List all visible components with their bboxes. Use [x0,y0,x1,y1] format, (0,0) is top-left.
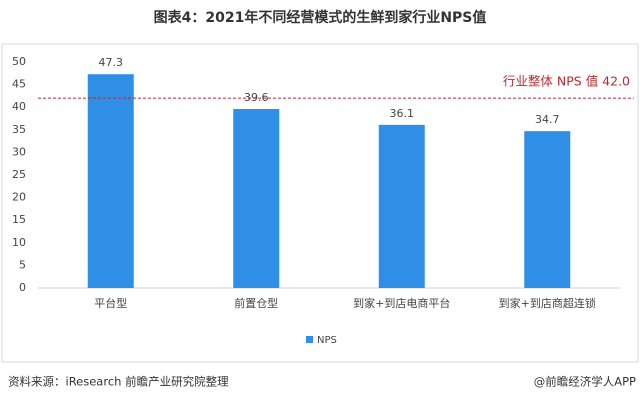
value-label: 39.6 [244,91,269,104]
y-tick-label: 25 [12,168,26,181]
y-tick-label: 20 [12,191,26,204]
reference-label: 行业整体 NPS 值 42.0 [503,74,630,89]
bar [524,131,571,288]
credit: @前瞻经济学人APP [534,375,636,389]
legend-swatch [306,336,313,343]
value-label: 36.1 [390,107,415,120]
bar [378,124,425,288]
y-tick-label: 5 [19,258,26,271]
bar [233,109,280,289]
legend-label: NPS [317,335,337,346]
y-tick-label: 50 [12,55,26,68]
x-tick-label: 平台型 [94,296,127,310]
y-tick-label: 45 [12,78,26,91]
x-tick-label: 前置仓型 [234,296,278,310]
bar [87,74,134,288]
value-label: 47.3 [99,56,124,69]
y-tick-label: 15 [12,213,26,226]
chart-frame [1,43,639,363]
value-label: 34.7 [535,113,560,126]
source-note: 资料来源：iResearch 前瞻产业研究院整理 [8,375,229,389]
y-tick-label: 0 [19,281,26,294]
y-tick-label: 40 [12,100,26,113]
chart-title: 图表4：2021年不同经营模式的生鲜到家行业NPS值 [154,9,487,26]
x-tick-label: 到家+到店商超连锁 [499,296,596,310]
y-tick-label: 30 [12,145,26,158]
y-tick-label: 35 [12,123,26,136]
y-tick-label: 10 [12,236,26,249]
x-tick-label: 到家+到店电商平台 [353,296,450,310]
